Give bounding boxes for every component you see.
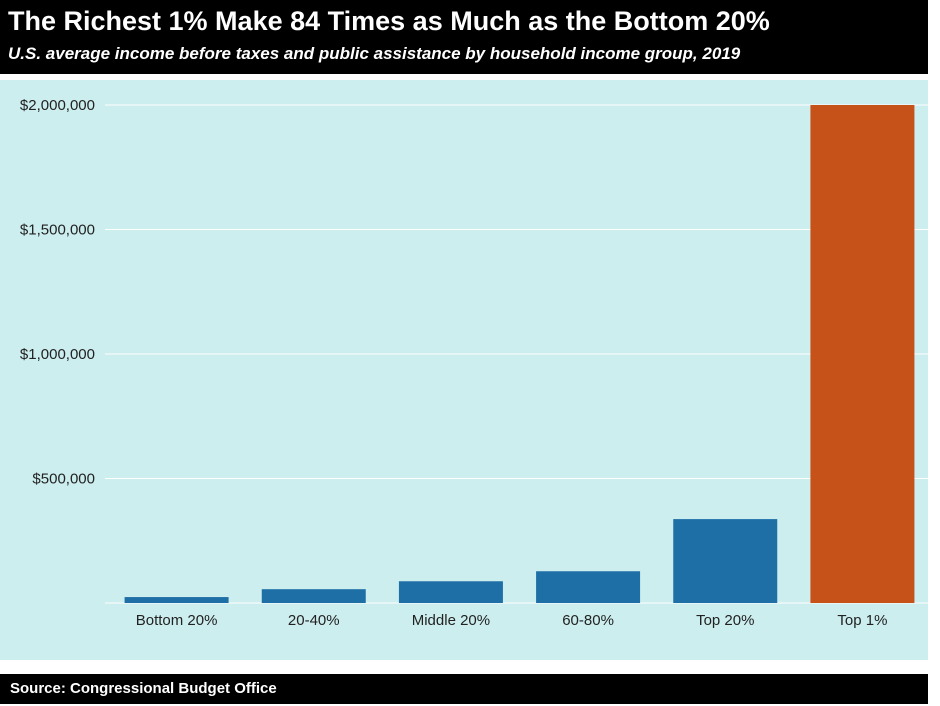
x-tick-label: Top 1% (837, 612, 887, 629)
bar-60-80 (536, 571, 641, 603)
bars (124, 105, 915, 603)
bar-top-20 (673, 519, 778, 603)
y-tick-label: $2,000,000 (20, 97, 95, 114)
bar-bottom-20 (124, 597, 229, 603)
chart-subtitle: U.S. average income before taxes and pub… (8, 44, 741, 63)
x-tick-label: Top 20% (696, 612, 754, 629)
x-axis: Bottom 20% 20-40% Middle 20% 60-80% Top 20% T… (136, 612, 888, 629)
source-note: Source: Congressional Budget Office (10, 680, 277, 697)
x-tick-label: 20-40% (288, 612, 340, 629)
chart-header: The Richest 1% Make 84 Times as Much as … (0, 0, 928, 74)
bar-20-40 (261, 589, 366, 603)
x-tick-label: Bottom 20% (136, 612, 218, 629)
bar-middle-20 (398, 581, 503, 603)
chart-title: The Richest 1% Make 84 Times as Much as … (8, 6, 770, 36)
x-tick-label: 60-80% (562, 612, 614, 629)
y-tick-label: $500,000 (32, 471, 95, 488)
x-tick-label: Middle 20% (412, 612, 490, 629)
y-axis: $500,000 $1,000,000 $1,500,000 $2,000,000 (20, 97, 95, 488)
bar-top-1 (810, 105, 915, 603)
gridlines (105, 104, 928, 604)
y-tick-label: $1,000,000 (20, 346, 95, 363)
bar-chart: $500,000 $1,000,000 $1,500,000 $2,000,000 B… (20, 97, 928, 629)
y-tick-label: $1,500,000 (20, 222, 95, 239)
chart-footer: Source: Congressional Budget Office (0, 674, 928, 704)
